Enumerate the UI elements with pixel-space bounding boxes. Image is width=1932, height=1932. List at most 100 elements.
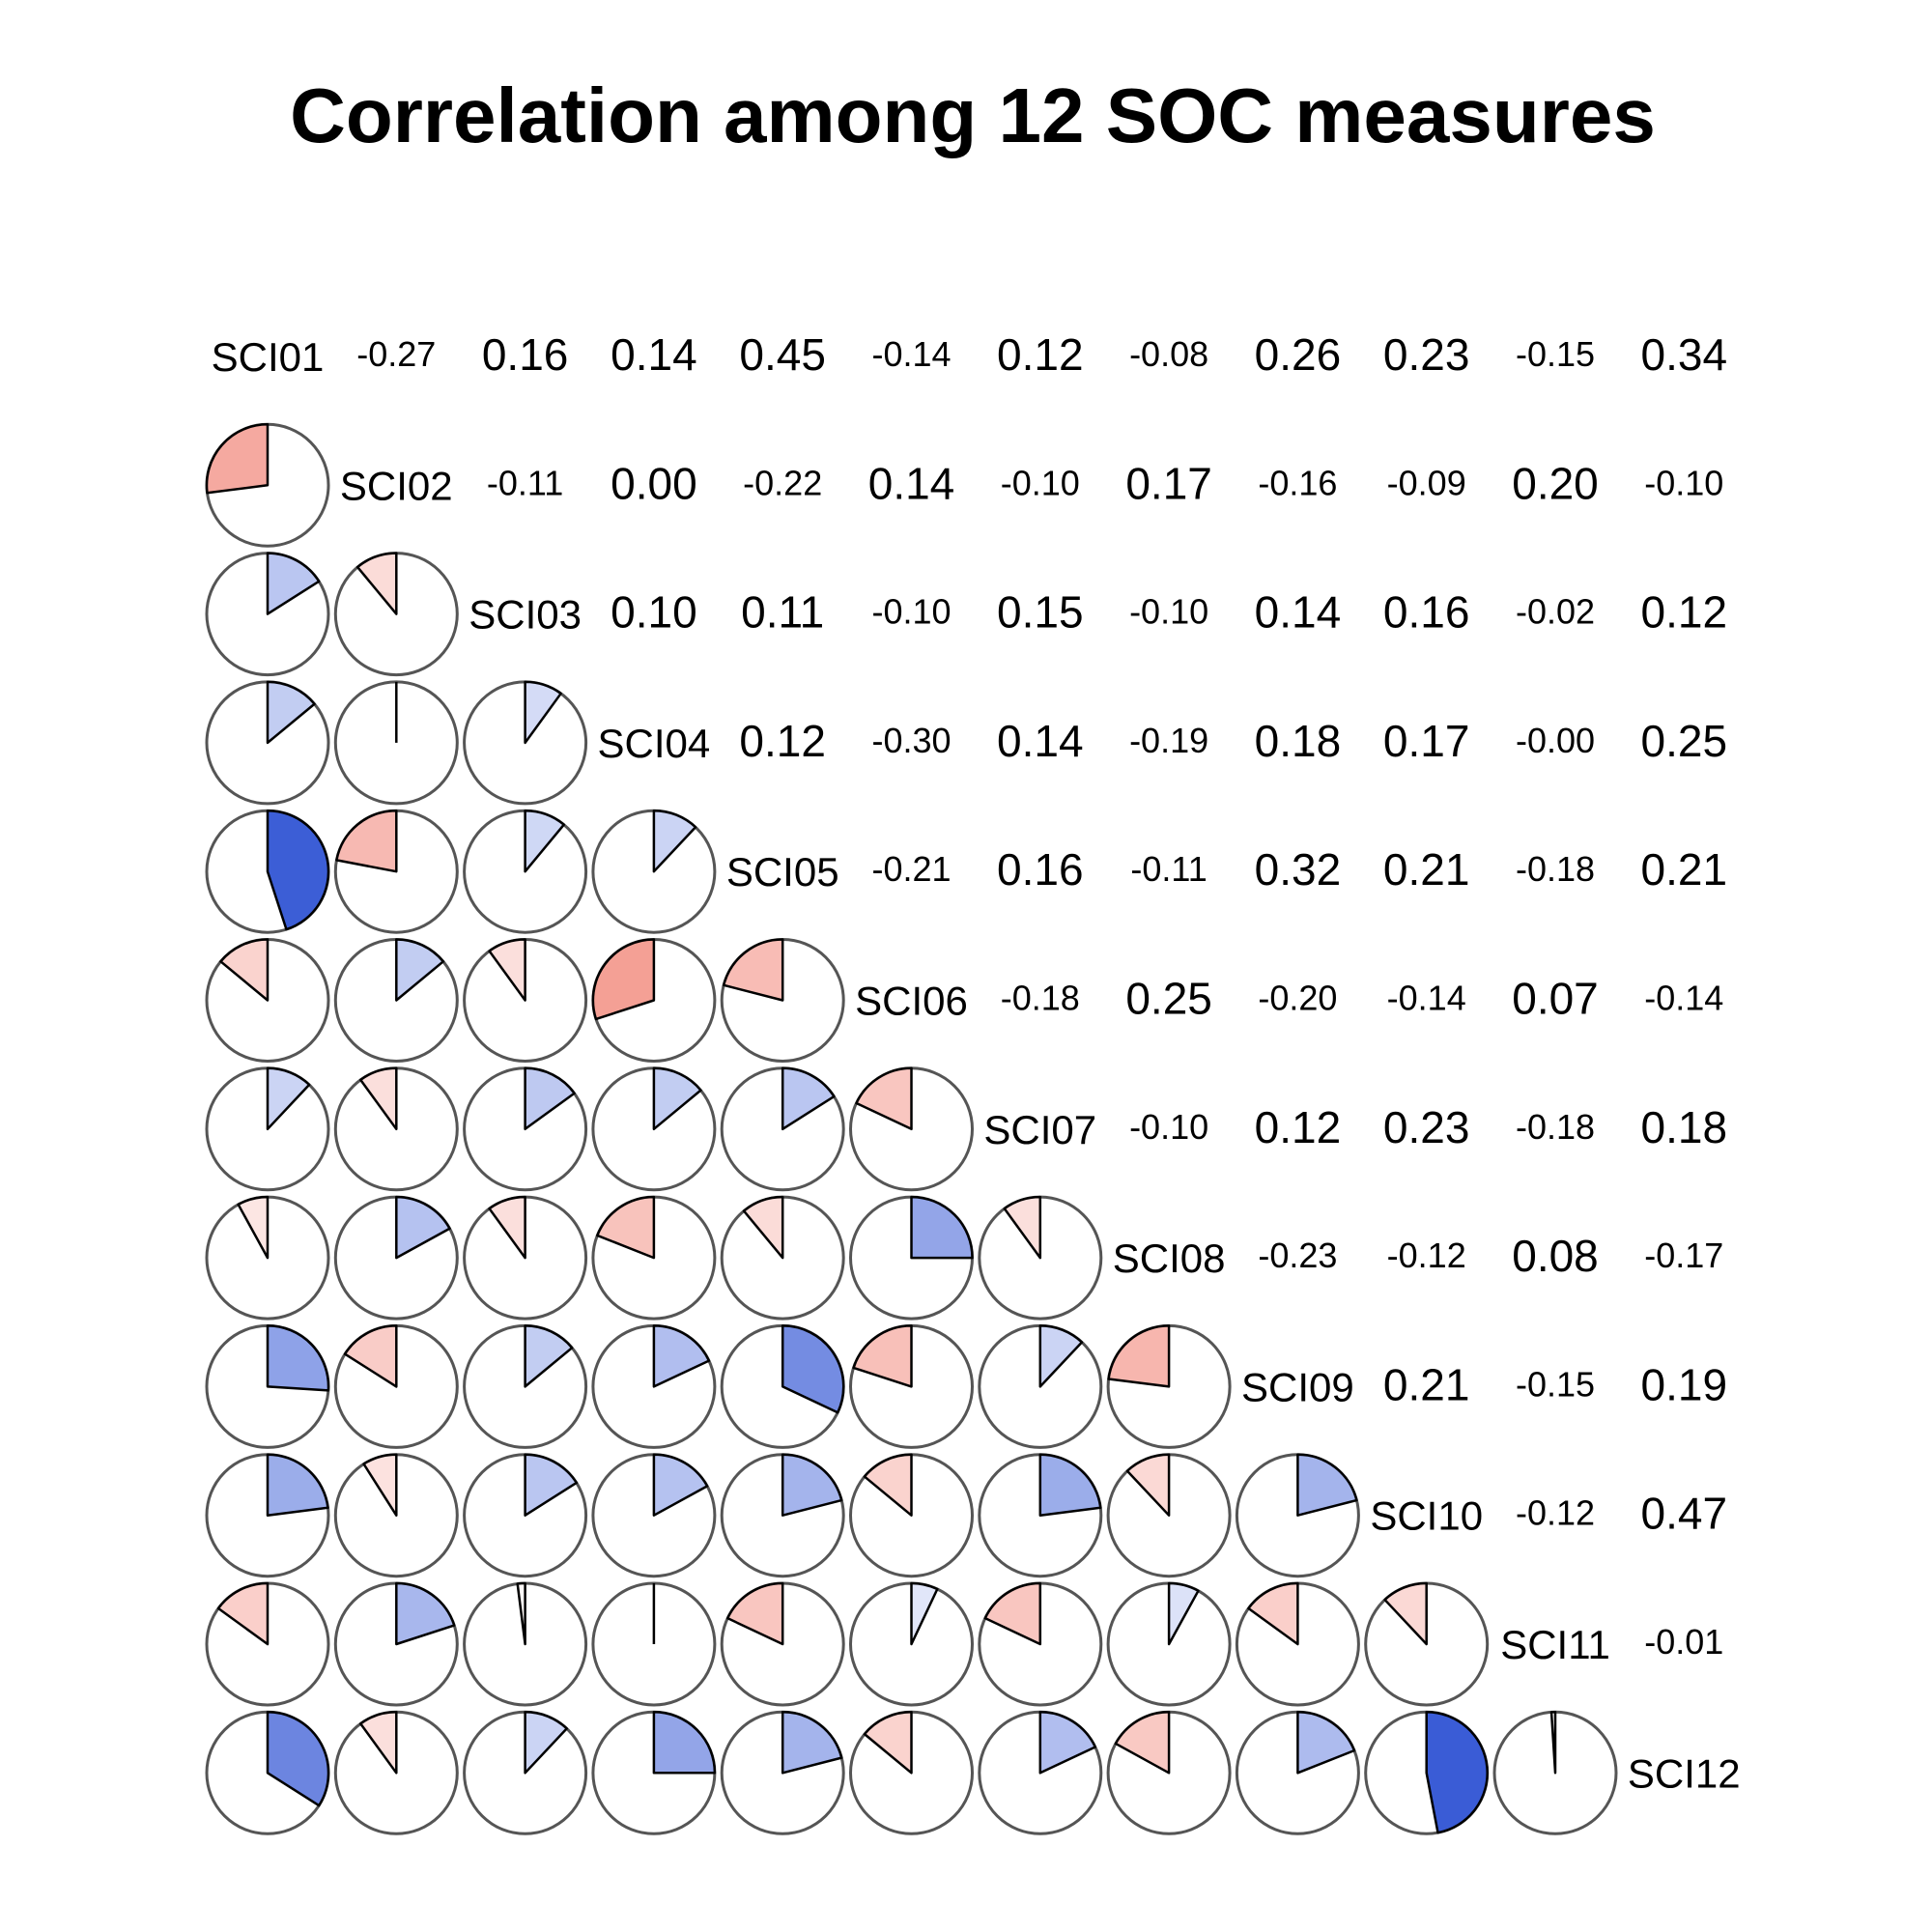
variable-label-sci04: SCI04 bbox=[598, 721, 711, 766]
variable-labels: SCI01 SCI02 SCI03 SCI04 SCI05 SCI06 SCI07 SCI08… bbox=[212, 334, 1741, 1796]
pie-wedge-positive bbox=[395, 1581, 456, 1646]
pie-cell bbox=[463, 1453, 588, 1578]
chart-title: Correlation among 12 SOC measures bbox=[290, 72, 1656, 158]
coef-label: -0.10 bbox=[1129, 592, 1208, 632]
pie-cell bbox=[205, 680, 330, 806]
coef-label: 0.16 bbox=[997, 844, 1084, 895]
pie-wedge-positive bbox=[266, 1324, 330, 1392]
pie-wedge-negative bbox=[335, 809, 398, 873]
variable-label-sci08: SCI08 bbox=[1113, 1236, 1226, 1281]
pie-cell bbox=[333, 680, 459, 806]
pie-cell bbox=[978, 1323, 1103, 1449]
coef-label: 0.08 bbox=[1512, 1231, 1599, 1281]
pie-cell bbox=[333, 1453, 459, 1578]
pie-cell bbox=[849, 1710, 974, 1835]
coef-label: 0.16 bbox=[482, 329, 569, 380]
coefficient-panel: -0.27 0.16 0.14 0.45 -0.14 0.12 -0.08 0.26 0.23 -… bbox=[356, 329, 1727, 1662]
coef-label: -0.12 bbox=[1387, 1236, 1466, 1275]
pie-wedge-negative bbox=[863, 1453, 913, 1517]
coef-label: -0.20 bbox=[1258, 979, 1337, 1018]
pie-wedge-positive bbox=[524, 1453, 579, 1517]
pie-wedge-positive bbox=[1038, 1324, 1084, 1388]
coef-label: 0.21 bbox=[1383, 844, 1470, 895]
variable-label-sci12: SCI12 bbox=[1628, 1750, 1741, 1796]
coef-label: 0.17 bbox=[1125, 458, 1212, 508]
pie-wedge-positive bbox=[781, 1453, 843, 1517]
pie-wedge-positive bbox=[652, 809, 697, 873]
pie-cell bbox=[205, 552, 330, 677]
pie-wedge-negative bbox=[725, 1581, 784, 1646]
coef-label: -0.17 bbox=[1644, 1236, 1723, 1275]
pie-wedge-negative bbox=[1003, 1195, 1042, 1260]
pie-cell bbox=[205, 938, 330, 1063]
pie-wedge-negative bbox=[742, 1195, 784, 1260]
pie-wedge-negative bbox=[488, 938, 526, 1002]
pie-cell bbox=[849, 1323, 974, 1449]
pie-wedge-negative bbox=[596, 1195, 656, 1260]
pie-cell bbox=[463, 680, 588, 806]
pie-cell bbox=[849, 1195, 974, 1321]
pie-cell bbox=[333, 1066, 459, 1192]
pie-cell bbox=[591, 1323, 717, 1449]
coef-label: 0.12 bbox=[739, 716, 826, 766]
coef-label: -0.11 bbox=[1130, 849, 1207, 889]
pie-cell bbox=[333, 1710, 459, 1835]
coef-label: 0.14 bbox=[611, 329, 697, 380]
coef-label: 0.26 bbox=[1255, 329, 1342, 380]
pie-wedge-negative bbox=[855, 1066, 913, 1131]
pie-cell bbox=[1235, 1453, 1360, 1578]
pie-wedge-negative bbox=[355, 552, 398, 615]
pie-cell bbox=[333, 552, 459, 677]
pie-cell bbox=[978, 1453, 1103, 1578]
pie-cell bbox=[978, 1195, 1103, 1321]
coef-label: -0.21 bbox=[871, 849, 951, 889]
pie-cell bbox=[1235, 1710, 1360, 1835]
pie-cell bbox=[591, 809, 717, 934]
pie-wedge-negative bbox=[359, 1711, 398, 1775]
pie-cell bbox=[463, 1323, 588, 1449]
coef-label: -0.10 bbox=[871, 592, 951, 632]
coef-label: 0.21 bbox=[1641, 844, 1728, 895]
coef-label: 0.17 bbox=[1383, 716, 1470, 766]
pie-wedge-positive bbox=[781, 1324, 845, 1414]
pie-cell bbox=[720, 1453, 845, 1578]
coef-label: -0.18 bbox=[1001, 979, 1080, 1018]
pie-cell bbox=[463, 809, 588, 934]
pie-cell bbox=[463, 1195, 588, 1321]
pie-wedge-positive bbox=[524, 1066, 576, 1131]
pie-wedge-positive bbox=[266, 1066, 311, 1131]
coef-label: -0.22 bbox=[743, 463, 822, 502]
pie-wedge-positive bbox=[395, 938, 445, 1002]
pie-wedge-negative bbox=[219, 938, 270, 1002]
pie-wedge-negative bbox=[863, 1711, 913, 1775]
pie-cell bbox=[978, 1710, 1103, 1835]
pie-cell bbox=[720, 1710, 845, 1835]
coef-label: 0.10 bbox=[611, 587, 697, 638]
coef-label: 0.07 bbox=[1512, 974, 1599, 1024]
pie-wedge-negative bbox=[343, 1324, 398, 1388]
coef-label: 0.20 bbox=[1512, 458, 1599, 508]
pie-wedge-positive bbox=[1296, 1453, 1358, 1517]
pie-cell bbox=[333, 809, 459, 934]
pie-wedge-negative bbox=[359, 1066, 398, 1131]
pie-wedge-positive bbox=[1038, 1711, 1097, 1775]
pie-cell bbox=[720, 1323, 845, 1449]
coef-label: 0.16 bbox=[1383, 587, 1470, 638]
coef-label: -0.18 bbox=[1516, 1107, 1595, 1147]
variable-label-sci10: SCI10 bbox=[1370, 1493, 1483, 1539]
pie-cell bbox=[591, 1581, 717, 1707]
pie-wedge-negative bbox=[1549, 1711, 1557, 1775]
coef-label: 0.18 bbox=[1255, 716, 1342, 766]
pie-wedge-positive bbox=[266, 1711, 330, 1807]
pie-wedge-positive bbox=[266, 680, 316, 745]
pie-cell bbox=[463, 938, 588, 1063]
pie-cell bbox=[205, 1066, 330, 1192]
pie-wedge-positive bbox=[266, 809, 330, 931]
pie-cell bbox=[333, 1323, 459, 1449]
pie-cell bbox=[205, 1581, 330, 1707]
coef-label: -0.02 bbox=[1516, 592, 1595, 632]
coef-label: 0.47 bbox=[1641, 1489, 1728, 1539]
coef-label: 0.23 bbox=[1383, 329, 1470, 380]
pie-cell bbox=[1492, 1710, 1618, 1835]
pie-cell bbox=[591, 1066, 717, 1192]
